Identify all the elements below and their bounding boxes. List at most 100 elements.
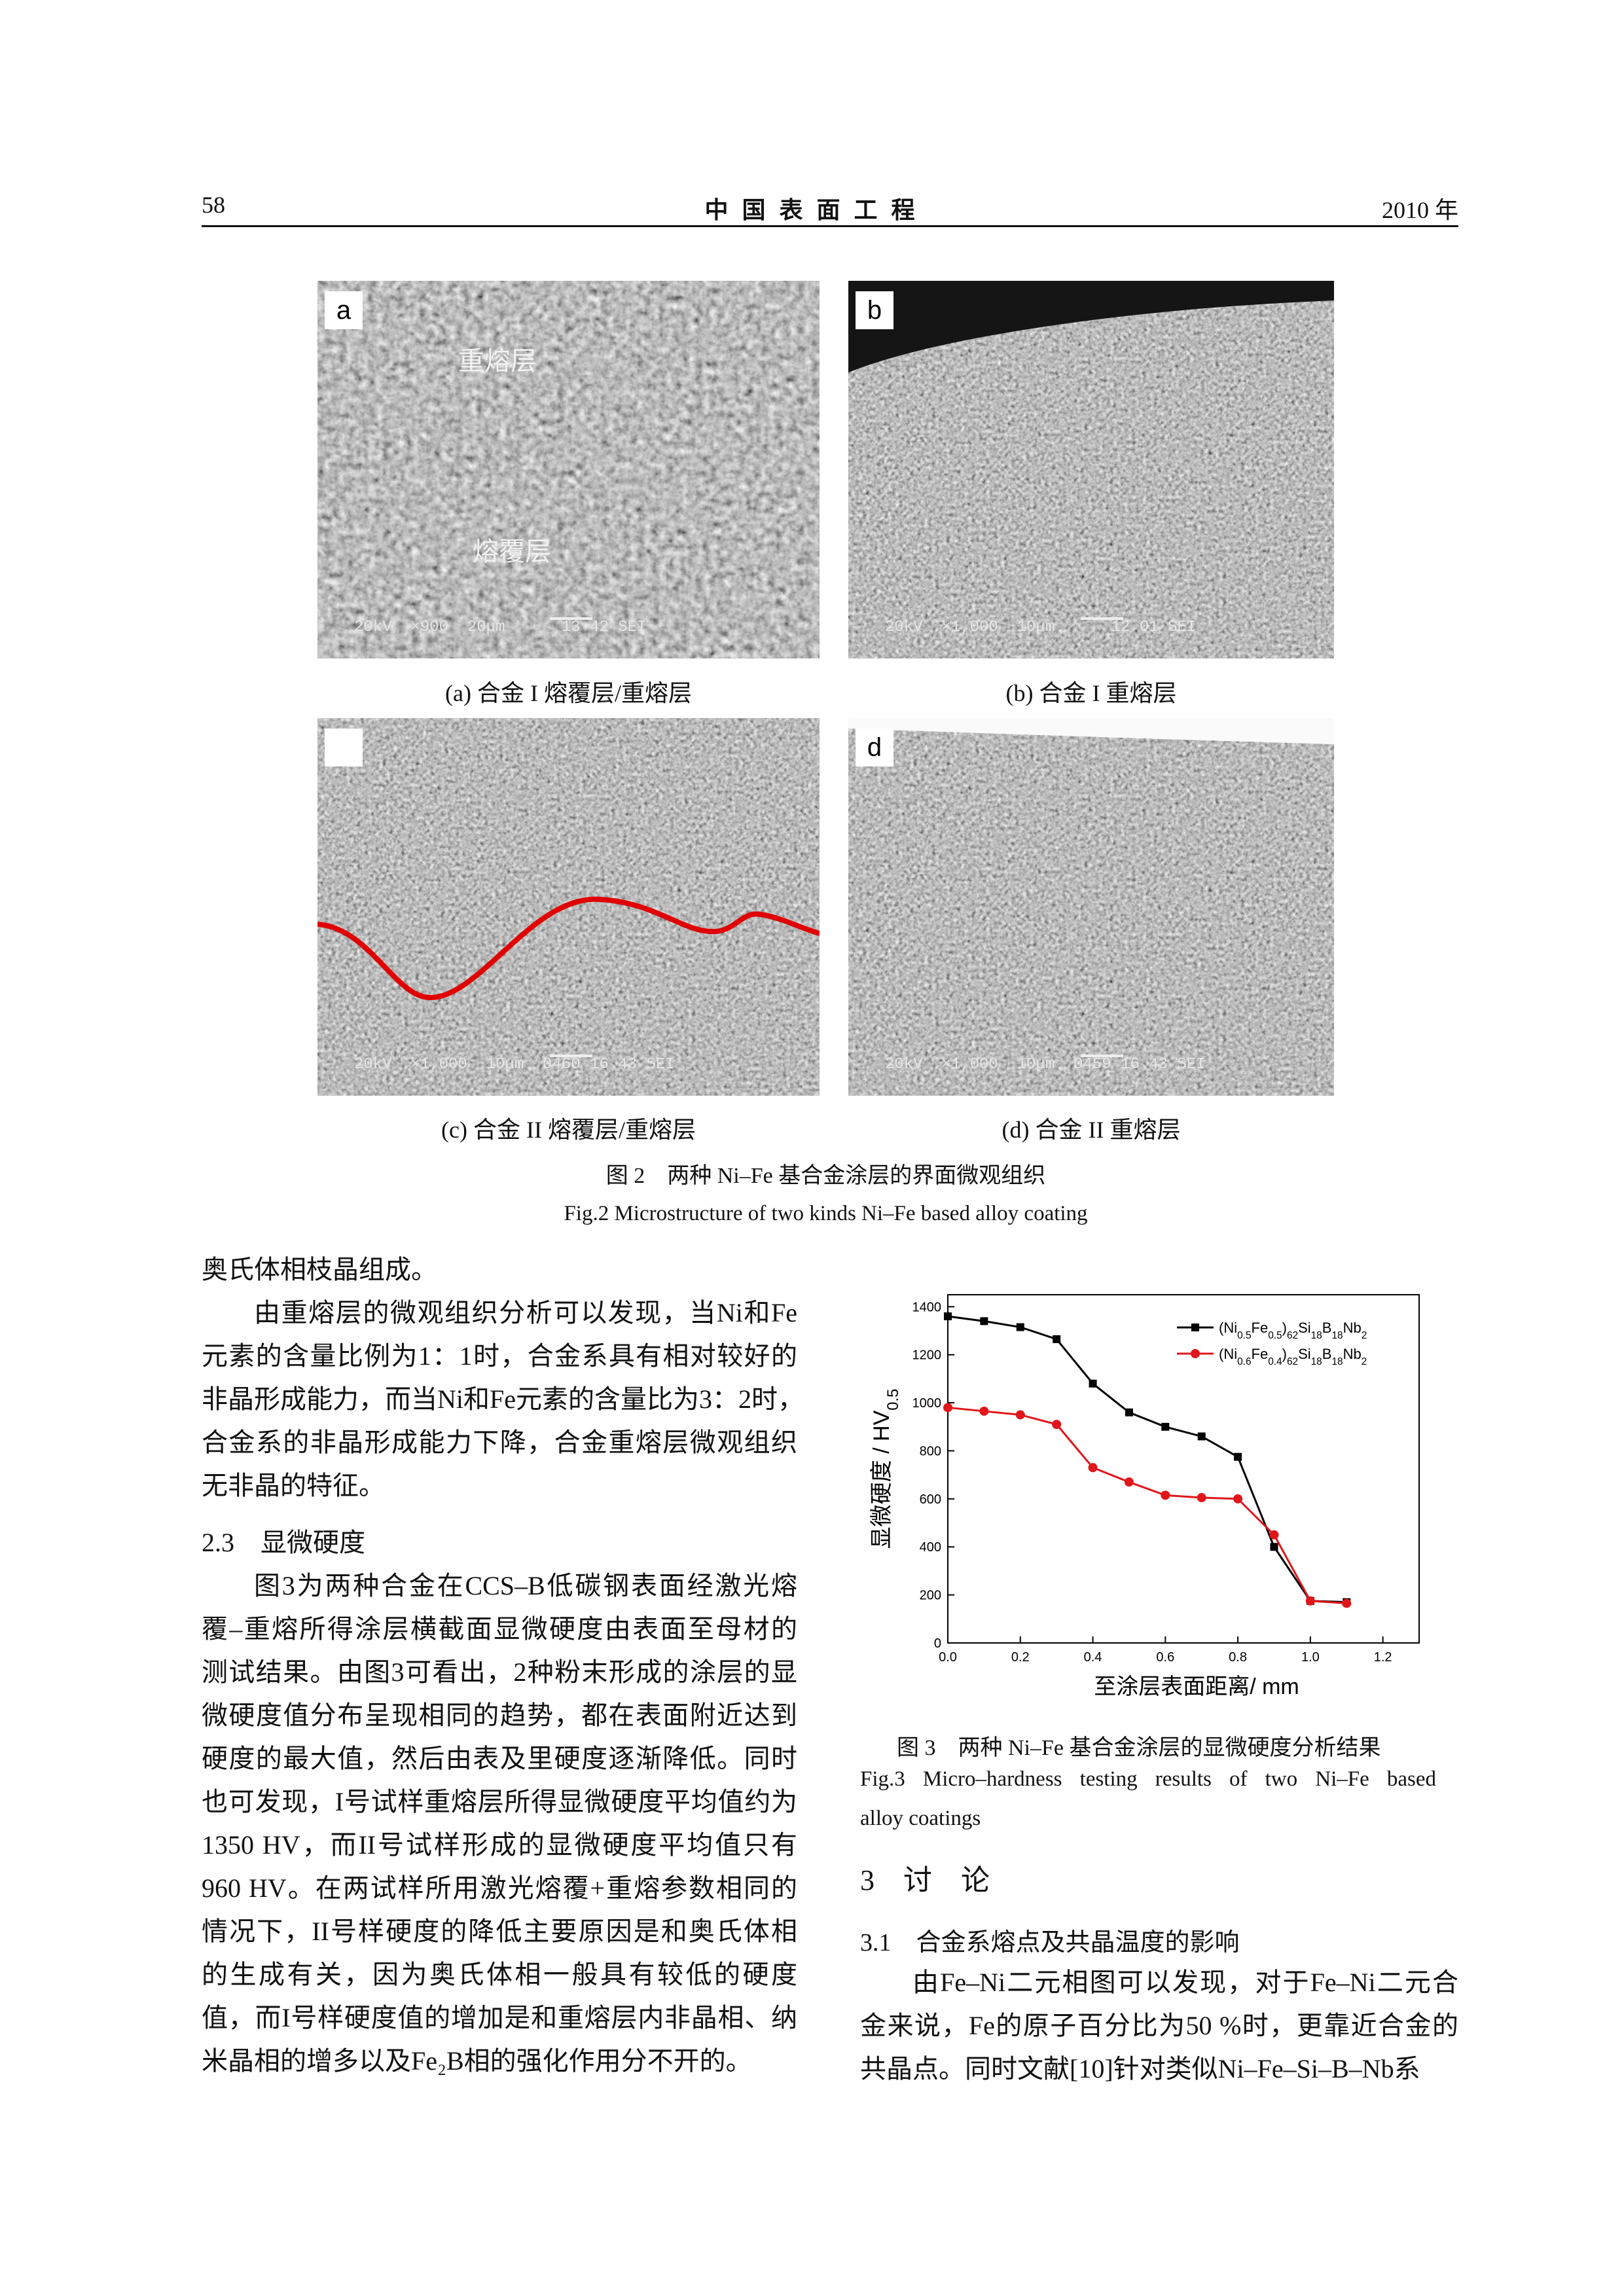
left-column: 奥氏体相枝晶组成。 由重熔层的微观组织分析可以发现，当Ni和Fe 元素的含量比例为1…: [202, 1248, 804, 2083]
subscript: 0.4: [1268, 1356, 1282, 1367]
scale-text: 20kV ×1,000 10μm 12 01 SEI: [885, 619, 1196, 636]
figure-caption-en: Fig.3 Micro–hardness testing results of …: [860, 1759, 1436, 1838]
text-line: 960 HV。在两试样所用激光熔覆+重熔参数相同的: [202, 1873, 797, 1903]
x-tick-label: 0.6: [1156, 1650, 1174, 1665]
panel-label: b: [867, 296, 882, 325]
text-run: Si: [1298, 1320, 1311, 1336]
text-line: 图3为两种合金在CCS–B低碳钢表面经激光熔: [254, 1571, 797, 1600]
right-column: 由Fe–Ni二元相图可以发现，对于Fe–Ni二元合金来说，Fe的原子百分比为50…: [860, 1961, 1458, 2091]
text-line: 非晶形成能力，而当Ni和Fe元素的含量比为3：2时，: [202, 1384, 804, 1414]
label-box: [325, 291, 363, 329]
text-line: 金来说，Fe的原子百分比为50 %时，更靠近合金的: [860, 2011, 1458, 2040]
subscript: 2: [1362, 1330, 1367, 1341]
subscript: 62: [1287, 1330, 1298, 1341]
legend-marker: [1191, 1324, 1199, 1331]
text-line: 也可发现，I号试样重熔层所得显微硬度平均值约为: [202, 1787, 797, 1816]
sem-texture: [317, 281, 820, 658]
data-point: [1089, 1379, 1097, 1388]
text-line: 微硬度值分布呈现相同的趋势，都在表面附近达到: [202, 1701, 797, 1730]
legend-marker: [1191, 1349, 1200, 1358]
data-point: [1305, 1596, 1315, 1606]
text-line: 测试结果。由图3可看出，2种粉末形成的涂层的显: [202, 1657, 797, 1687]
figure-caption-cn: 图 3 两种 Ni–Fe 基合金涂层的显微硬度分析结果: [897, 1736, 1381, 1760]
text-run: (Ni: [1219, 1320, 1237, 1336]
data-point: [1088, 1463, 1098, 1473]
subscript: 18: [1311, 1330, 1322, 1341]
text-run: Si: [1298, 1346, 1311, 1362]
subscript: 18: [1331, 1356, 1343, 1367]
year: 2010 年: [1381, 197, 1458, 223]
data-point: [1124, 1477, 1134, 1487]
text-line: 值，而I号样硬度值的增加是和重熔层内非晶相、纳: [202, 2003, 797, 2032]
panel-caption: (a) 合金 I 熔覆层/重熔层: [445, 680, 692, 706]
text-line: 覆–重熔所得涂层横截面显微硬度由表面至母材的: [202, 1614, 797, 1644]
text-run: B: [1322, 1346, 1332, 1362]
page-number: 58: [202, 192, 225, 218]
x-tick-label: 0.4: [1084, 1650, 1102, 1665]
text-line: 合金系的非晶形成能力下降，合金重熔层微观组织: [202, 1428, 797, 1457]
subscript: 18: [1331, 1330, 1343, 1341]
text-line: 的生成有关，因为奥氏体相一般具有较低的硬度: [202, 1960, 797, 1989]
y-tick-label: 600: [920, 1492, 941, 1507]
subscript: 18: [1311, 1356, 1322, 1367]
data-point: [1269, 1530, 1279, 1540]
data-point: [1053, 1335, 1061, 1343]
scale-text: 20kV ×1,000 10μm 0460 16 43 SEI: [354, 1056, 675, 1073]
panel-label: d: [867, 733, 882, 762]
y-axis-label: 显微硬度 / HV0.5: [869, 1389, 902, 1549]
x-tick-label: 0.8: [1229, 1650, 1247, 1665]
text-run: Nb: [1343, 1320, 1362, 1336]
data-point: [1197, 1493, 1206, 1503]
figure-caption-cn: 图 2 两种 Ni–Fe 基合金涂层的界面微观组织: [605, 1164, 1046, 1188]
y-tick-label: 200: [920, 1589, 941, 1603]
data-point: [1234, 1452, 1242, 1461]
text-run: ): [1282, 1346, 1287, 1362]
label-box: [325, 729, 363, 766]
subscript: 62: [1287, 1356, 1298, 1367]
x-tick-label: 0.2: [1011, 1650, 1030, 1665]
subscript: 2: [1362, 1356, 1367, 1367]
chart: 0 200 400 600 800 1000 1200 1400 0.0 0.2 0.4 0.6 0.8…: [869, 1294, 1420, 1699]
legend-label: (Ni0.5Fe0.5)62Si18B18Nb2: [1219, 1320, 1367, 1341]
text-line: Fig.3 Micro–hardness testing results of …: [860, 1767, 1436, 1791]
data-point: [1270, 1543, 1278, 1551]
label-box: [856, 291, 893, 329]
subscript: 0.5: [884, 1389, 902, 1411]
interface-curve: [317, 896, 820, 1001]
data-point: [979, 1406, 989, 1416]
figure-caption-en: Fig.2 Microstructure of two kinds Ni–Fe …: [564, 1202, 1088, 1225]
subscript: 0.5: [1268, 1330, 1282, 1341]
data-point: [944, 1312, 952, 1321]
text-line: 由重熔层的微观组织分析可以发现，当Ni和Fe: [254, 1298, 797, 1327]
annotation: 熔覆层: [473, 537, 551, 566]
subsection-heading: 3.1 合金系熔点及共晶温度的影响: [860, 1929, 1240, 1956]
data-point: [1161, 1490, 1170, 1500]
journal-title: 中 国 表 面 工 程: [704, 197, 919, 223]
annotation: 重熔层: [458, 347, 537, 376]
label-box: [856, 729, 893, 766]
sem-texture: [848, 718, 1334, 1096]
y-tick-label: 1400: [912, 1300, 942, 1314]
text-line: 共晶点。同时文献[10]针对类似Ni–Fe–Si–B–Nb系: [860, 2054, 1420, 2083]
x-tick-label: 1.0: [1301, 1650, 1320, 1665]
text-run: ): [1282, 1320, 1287, 1336]
data-point: [1197, 1432, 1206, 1441]
data-point: [1015, 1410, 1025, 1420]
x-tick-label: 0.0: [939, 1650, 957, 1665]
text-line: 由Fe–Ni二元相图可以发现，对于Fe–Ni二元合: [912, 1968, 1458, 1997]
data-point: [1233, 1494, 1243, 1504]
y-tick-label: 800: [920, 1444, 941, 1458]
subsection-heading: 2.3 显微硬度: [202, 1528, 365, 1557]
data-point: [1016, 1323, 1024, 1331]
y-tick-label: 400: [920, 1540, 941, 1555]
panel-label: a: [336, 296, 352, 325]
series-line: [947, 1406, 1347, 1604]
section-heading: 3 讨 论: [860, 1864, 990, 1896]
y-tick-label: 0: [934, 1636, 941, 1651]
y-tick-label: 1000: [912, 1396, 942, 1411]
text-line: 硬度的最大值，然后由表及里硬度逐渐降低。同时: [202, 1744, 797, 1773]
data-point: [1052, 1420, 1062, 1430]
text-line: alloy coatings: [860, 1807, 981, 1830]
